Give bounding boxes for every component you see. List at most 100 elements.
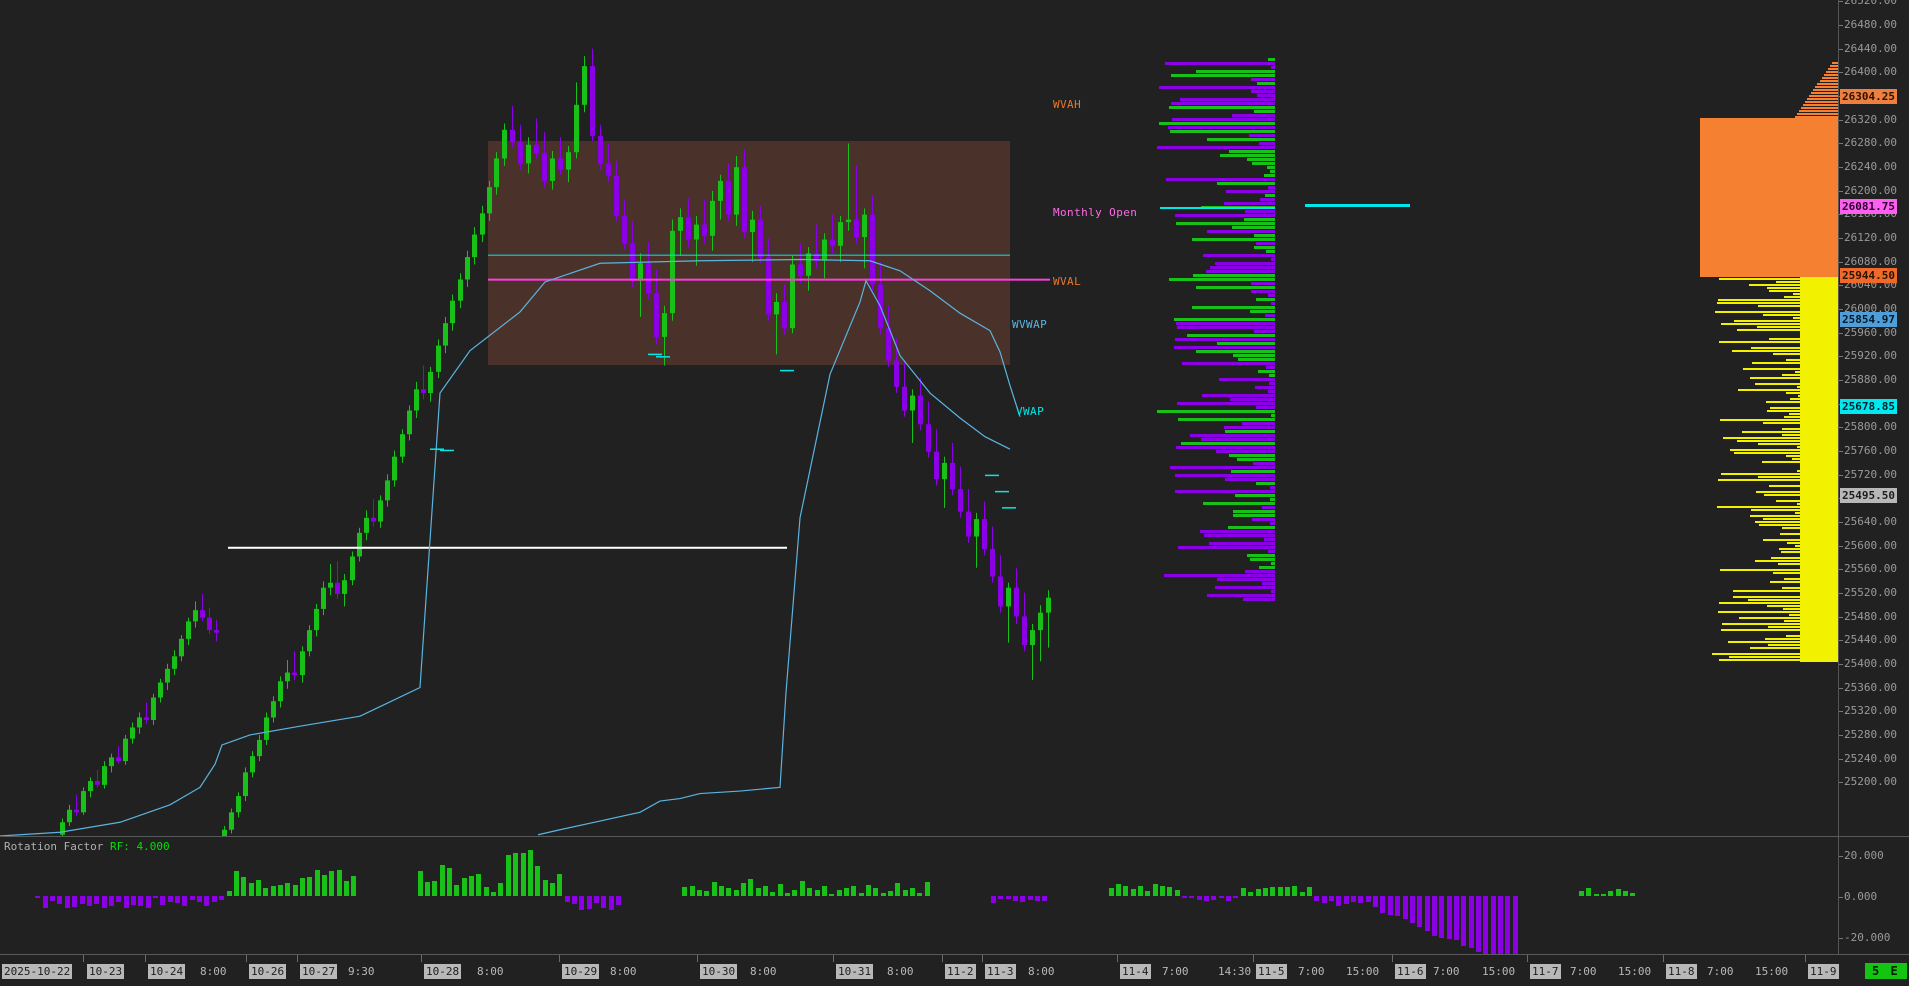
time-axis-time-label: 8:00 <box>477 965 504 978</box>
rotation-factor-bar <box>197 896 203 902</box>
candle-body <box>918 395 923 425</box>
rotation-factor-title: Rotation Factor RF: 4.000 <box>4 840 170 853</box>
rotation-factor-pane[interactable]: Rotation Factor RF: 4.000 20.000 0.000 -20… <box>0 836 1909 955</box>
rotation-factor-bar <box>880 892 886 896</box>
time-axis-tick <box>1117 955 1118 962</box>
rotation-factor-bar <box>888 890 893 896</box>
time-axis-tick <box>145 955 146 962</box>
volume-profile-bar <box>1228 526 1275 529</box>
composite-profile-bar <box>1749 647 1838 649</box>
composite-profile-bar <box>1749 284 1838 286</box>
composite-profile-bar <box>1758 476 1838 478</box>
rotation-factor-bar <box>1358 896 1364 904</box>
volume-profile-bar <box>1236 458 1275 461</box>
candle-body <box>109 757 114 767</box>
rotation-factor-bar <box>1439 896 1445 938</box>
time-axis-tick <box>1527 955 1528 962</box>
composite-profile-bar <box>1717 479 1838 481</box>
price-plot-area[interactable]: WVAH Monthly Open WVAL WVWAP VWAP <box>0 0 1838 836</box>
rotation-factor-bar <box>858 893 864 896</box>
level-line <box>656 356 670 358</box>
volume-profile-bar <box>1156 146 1275 149</box>
rotation-factor-plot[interactable] <box>0 837 1838 955</box>
price-axis-tick: 26480.00 <box>1839 18 1897 31</box>
rotation-factor-bar <box>336 869 342 896</box>
composite-profile-bar <box>1829 65 1838 67</box>
volume-profile-poc-line-right <box>1305 204 1410 207</box>
composite-profile-bar <box>1721 623 1838 625</box>
price-scale-axis[interactable]: 26520.0026480.0026440.0026400.0026360.00… <box>1838 0 1909 836</box>
volume-profile-bar <box>1270 414 1275 417</box>
price-marker-vwap[interactable]: 25678.85 <box>1840 399 1897 414</box>
candle-wick <box>294 651 295 681</box>
session-badge[interactable]: 5 E <box>1865 963 1907 979</box>
rotation-factor-bar <box>1226 896 1232 901</box>
rotation-factor-bar <box>564 896 570 903</box>
rotation-factor-bar <box>189 896 195 901</box>
volume-profile-bar <box>1219 378 1275 381</box>
volume-profile-bar <box>1250 90 1275 93</box>
candle-body <box>790 264 795 329</box>
candle-body <box>236 796 241 813</box>
candle-body <box>606 163 611 176</box>
candle-body <box>646 263 651 294</box>
volume-profile-bar <box>1182 362 1275 365</box>
rotation-factor-bar <box>160 896 166 905</box>
time-axis[interactable]: 2025-10-22 10-23 10-24 8:00 10-26 10-27 9:30 10… <box>0 954 1909 986</box>
rotation-factor-bar <box>108 896 114 907</box>
composite-profile-bar <box>1732 596 1838 598</box>
rotation-factor-bar <box>1343 896 1349 904</box>
rotation-factor-bar <box>424 882 430 896</box>
rotation-factor-bar <box>300 877 305 896</box>
price-pane[interactable]: WVAH Monthly Open WVAL WVWAP VWAP 26520.00 26… <box>0 0 1909 836</box>
composite-profile-bar <box>1757 443 1838 445</box>
composite-profile-bar <box>1802 104 1838 106</box>
price-axis-tick: 26240.00 <box>1839 160 1897 173</box>
rotation-factor-bar <box>704 890 710 896</box>
candle-body <box>378 500 383 522</box>
time-axis-date-label: 11-6 <box>1395 964 1426 979</box>
volume-profile-bar <box>1193 274 1275 277</box>
composite-profile-bar <box>1719 278 1838 280</box>
rotation-factor-bar <box>1182 896 1187 899</box>
rotation-factor-bar <box>1615 889 1621 896</box>
rotation-factor-bar <box>498 882 504 896</box>
composite-profile-bar <box>1750 347 1838 349</box>
time-axis-time-label: 7:00 <box>1570 965 1597 978</box>
price-marker-monthly-open[interactable]: 26081.75 <box>1840 199 1897 214</box>
candle-body <box>1006 587 1011 607</box>
composite-profile-bar <box>1736 329 1838 331</box>
composite-profile-bar <box>1825 71 1838 73</box>
price-marker-last[interactable]: 25495.50 <box>1840 488 1897 503</box>
composite-profile-bar <box>1719 569 1838 571</box>
candle-body <box>862 214 867 238</box>
candle-wick <box>816 224 817 269</box>
price-marker-wvah[interactable]: 26304.25 <box>1840 89 1897 104</box>
rotation-factor-bar <box>123 896 129 908</box>
rotation-factor-bar <box>608 896 614 911</box>
rotation-factor-bar <box>520 852 526 896</box>
candle-body <box>74 809 79 813</box>
level-line <box>430 448 444 450</box>
composite-profile-bar <box>1733 590 1838 592</box>
candle-body <box>942 462 947 480</box>
rotation-factor-bar <box>513 852 519 896</box>
candle-wick <box>752 210 753 263</box>
price-marker-wvwap[interactable]: 25854.97 <box>1840 312 1897 327</box>
price-marker-wval[interactable]: 25944.50 <box>1840 268 1897 283</box>
candle-body <box>494 158 499 188</box>
candle-wick <box>776 293 777 355</box>
candle-wick <box>337 561 338 599</box>
candle-body <box>357 532 362 557</box>
volume-profile-bar <box>1215 262 1275 265</box>
rotation-factor-bar <box>1424 896 1430 931</box>
rotation-factor-scale-axis[interactable]: 20.000 0.000 -20.000 <box>1838 837 1909 955</box>
rotation-factor-bar <box>990 896 996 903</box>
rotation-factor-bar <box>277 885 283 896</box>
rotation-factor-bar <box>682 886 688 896</box>
price-axis-tick: 25880.00 <box>1839 373 1897 386</box>
volume-profile-bar <box>1168 278 1275 281</box>
volume-profile-bar <box>1242 422 1275 425</box>
rotation-factor-bar <box>1446 896 1452 940</box>
composite-profile-bar <box>1827 68 1838 70</box>
